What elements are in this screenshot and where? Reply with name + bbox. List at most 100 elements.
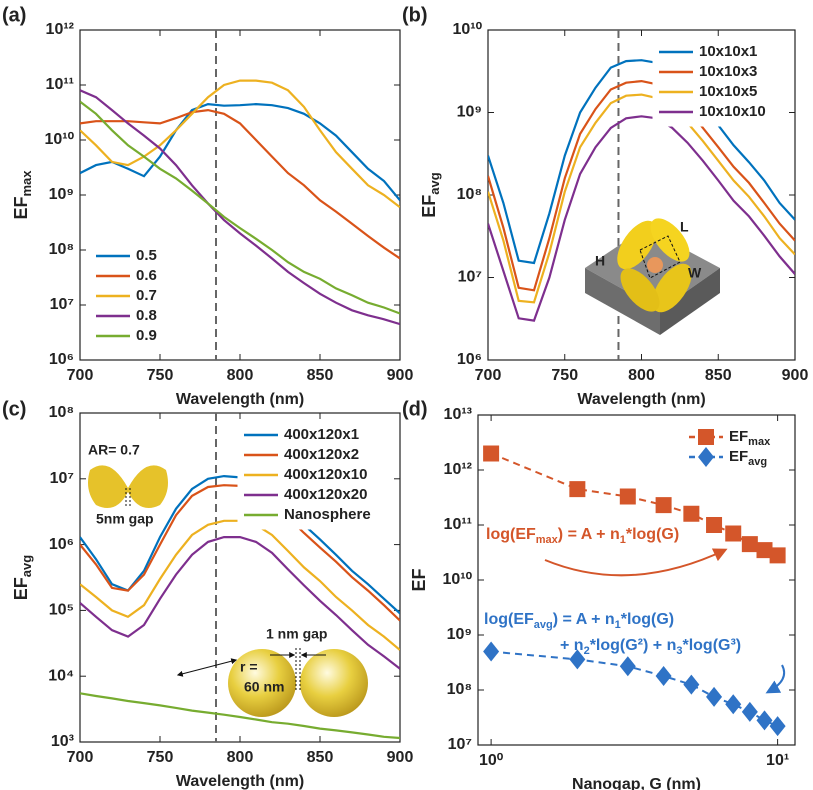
x-tick-label: 700 — [67, 749, 94, 766]
y-tick-label: 10¹¹ — [444, 516, 472, 533]
y-tick-label: 10⁷ — [50, 470, 74, 487]
x-tick-label: 10¹ — [766, 752, 789, 769]
x-axis-label: Wavelength (nm) — [176, 391, 304, 408]
data-point — [683, 505, 700, 522]
data-point — [569, 481, 586, 498]
y-tick-label: 10⁴ — [48, 667, 74, 684]
data-point — [756, 710, 773, 731]
data-point — [483, 641, 500, 662]
data-point — [655, 665, 672, 686]
x-tick-label: 700 — [475, 367, 502, 384]
legend-label: 400x120x10 — [284, 466, 367, 483]
annotation: 1 nm gap — [266, 626, 327, 642]
legend-label: 400x120x1 — [284, 426, 359, 443]
y-tick-label: 10⁷ — [50, 296, 74, 313]
y-tick-label: 10¹⁰ — [44, 131, 74, 148]
inset-label: W — [688, 265, 702, 281]
y-tick-label: 10¹⁰ — [452, 21, 482, 38]
data-point — [741, 701, 758, 722]
data-point — [619, 488, 636, 505]
y-tick-label: 10⁸ — [49, 404, 74, 421]
y-tick-label: 10⁵ — [49, 602, 74, 619]
fit-line — [491, 650, 779, 728]
legend: 10x10x1 10x10x3 10x10x5 10x10x10 — [652, 37, 786, 127]
y-axis-label: EFavg — [419, 172, 443, 217]
x-tick-label: 10⁰ — [479, 752, 504, 769]
equations: log(EFmax) = A + n1*log(G) log(EFavg) = … — [484, 526, 786, 694]
data-point — [706, 517, 723, 533]
series-line — [80, 100, 400, 315]
inset-spheres: 1 nm gap r = 60 nm — [176, 626, 368, 717]
x-tick-label: 750 — [147, 749, 174, 766]
data-point — [725, 694, 742, 715]
annotation: 60 nm — [244, 679, 284, 695]
x-tick-label: 900 — [782, 367, 809, 384]
y-tick-label: 10⁶ — [457, 351, 482, 368]
x-tick-label: 850 — [705, 367, 732, 384]
legend-label: 10x10x3 — [699, 63, 757, 80]
x-tick-label: 800 — [227, 367, 254, 384]
data-point — [741, 536, 758, 553]
legend-label: 0.8 — [136, 307, 157, 324]
x-tick-label: 750 — [147, 367, 174, 384]
equation: + n2*log(G²) + n3*log(G³) — [560, 637, 741, 657]
series-line — [80, 102, 400, 202]
y-tick-label: 10⁸ — [457, 186, 482, 203]
y-tick-label: 10⁹ — [49, 186, 74, 203]
y-axis-label: EF — [409, 568, 429, 591]
x-tick-label: 900 — [387, 749, 414, 766]
y-tick-label: 10¹² — [444, 461, 472, 478]
legend-marker — [698, 447, 714, 467]
series-line — [80, 89, 400, 326]
x-tick-label: 850 — [307, 367, 334, 384]
x-tick-label: 700 — [67, 367, 94, 384]
data-point — [769, 716, 786, 737]
legend-label: Nanosphere — [284, 506, 371, 523]
y-tick-label: 10⁸ — [447, 681, 472, 698]
x-tick-label: 750 — [551, 367, 578, 384]
legend-label: 400x120x2 — [284, 446, 359, 463]
y-axis-label: EFmax — [11, 170, 35, 220]
y-tick-label: 10⁹ — [447, 626, 472, 643]
annotation: 5nm gap — [96, 511, 154, 527]
annotation: r = — [240, 659, 258, 675]
data-point — [655, 497, 672, 514]
y-tick-label: 10⁶ — [49, 536, 74, 553]
y-axis-label: EFavg — [11, 555, 35, 600]
y-tick-label: 10⁶ — [49, 351, 74, 368]
inset-label: H — [595, 253, 605, 269]
data-point — [483, 445, 500, 462]
legend-label: EFmax — [729, 428, 771, 448]
series-line — [80, 108, 400, 260]
panel-label: (c) — [2, 398, 26, 420]
series-line — [488, 79, 795, 292]
panel-label: (a) — [2, 4, 26, 26]
series-line — [80, 79, 400, 209]
y-tick-label: 10¹² — [46, 21, 74, 38]
data-point — [683, 674, 700, 695]
x-tick-label: 900 — [387, 367, 414, 384]
y-tick-label: 10¹³ — [444, 406, 472, 423]
panel-label: (b) — [402, 4, 428, 26]
series-line — [488, 93, 795, 304]
x-tick-label: 800 — [628, 367, 655, 384]
inset-label: L — [680, 219, 689, 235]
data-point — [725, 525, 742, 542]
series-line — [488, 59, 795, 265]
inset-structure: L H W — [585, 218, 720, 335]
legend-label: 0.6 — [136, 267, 157, 284]
legend: 400x120x1 400x120x2 400x120x10 400x120x20 Na… — [237, 420, 391, 530]
plot-area — [80, 79, 400, 326]
data-point — [769, 547, 786, 564]
y-tick-label: 10⁷ — [458, 269, 482, 286]
fit-line — [490, 452, 778, 557]
series-line — [80, 692, 400, 740]
legend-label: 10x10x1 — [699, 43, 757, 60]
data-point — [569, 649, 586, 670]
y-tick-label: 10³ — [51, 733, 74, 750]
x-axis-label: Wavelength (nm) — [176, 773, 304, 790]
equation: log(EFavg) = A + n1*log(G) — [484, 611, 674, 631]
y-tick-label: 10¹⁰ — [442, 571, 472, 588]
